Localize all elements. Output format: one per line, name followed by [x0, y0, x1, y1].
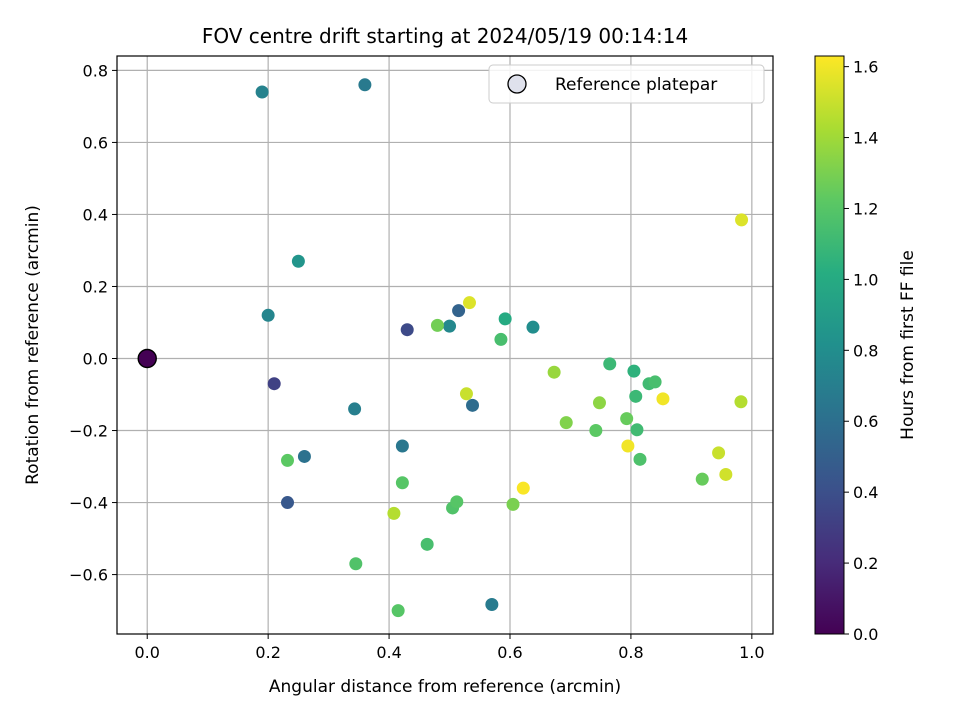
colorbar-tick-label: 1.4	[853, 129, 878, 148]
x-tick-label: 0.2	[255, 643, 280, 662]
data-point	[348, 402, 362, 416]
colorbar-tick-label: 0.4	[853, 483, 878, 502]
colorbar-tick-label: 0.2	[853, 554, 878, 573]
legend: Reference platepar	[488, 64, 765, 104]
data-point	[695, 472, 709, 486]
data-point	[349, 557, 363, 571]
data-point	[297, 449, 311, 463]
data-point	[459, 387, 473, 401]
data-point	[450, 495, 464, 509]
colorbar-tick-label: 1.0	[853, 270, 878, 289]
data-point	[630, 423, 644, 437]
data-point	[462, 296, 476, 310]
legend-entry-label: Reference platepar	[555, 75, 717, 95]
colorbar: 0.0 0.2 0.4 0.6 0.8 1.0 1.2 1.4 1.6 Hours from f…	[814, 55, 918, 644]
data-point	[485, 597, 499, 611]
data-point	[400, 323, 414, 337]
y-axis-label: Rotation from reference (arcmin)	[23, 205, 43, 485]
data-point	[735, 213, 749, 227]
data-point	[291, 254, 305, 268]
data-point	[589, 424, 603, 438]
data-point	[430, 318, 444, 332]
data-point	[629, 389, 643, 403]
x-tick-label: 0.8	[618, 643, 643, 662]
data-point	[526, 320, 540, 334]
colorbar-gradient	[814, 55, 845, 635]
data-point	[627, 364, 641, 378]
legend-marker	[507, 74, 527, 94]
data-point	[592, 396, 606, 410]
colorbar-tick-label: 1.6	[853, 58, 878, 77]
data-point	[255, 85, 269, 99]
y-tick-label: 0.4	[83, 205, 108, 224]
y-tick-label: −0.4	[69, 494, 108, 513]
data-point	[395, 439, 409, 453]
data-point	[280, 453, 294, 467]
data-point	[452, 304, 466, 318]
data-point	[603, 357, 617, 371]
data-point	[506, 497, 520, 511]
data-point	[559, 416, 573, 430]
grid-lines	[117, 56, 773, 634]
data-point	[656, 392, 670, 406]
data-point	[734, 395, 748, 409]
data-point	[547, 365, 561, 379]
data-point	[719, 467, 733, 481]
data-point	[443, 319, 457, 333]
x-tick-label: 1.0	[739, 643, 764, 662]
legend-box	[488, 64, 765, 104]
data-point	[280, 496, 294, 510]
x-axis-ticks: 0.0 0.2 0.4 0.6 0.8 1.0	[135, 634, 765, 662]
colorbar-tick-label: 0.0	[853, 625, 878, 644]
chart-title: FOV centre drift starting at 2024/05/19 …	[202, 24, 688, 48]
y-tick-label: 0.2	[83, 277, 108, 296]
y-tick-label: 0.6	[83, 133, 108, 152]
data-point	[420, 537, 434, 551]
colorbar-tick-label: 1.2	[853, 199, 878, 218]
data-point	[494, 332, 508, 346]
y-tick-label: −0.6	[69, 566, 108, 585]
data-point	[358, 78, 372, 92]
data-point	[648, 375, 662, 389]
data-point	[516, 481, 530, 495]
data-point	[261, 308, 275, 322]
x-axis-label: Angular distance from reference (arcmin)	[269, 677, 621, 697]
plot-frame	[116, 55, 774, 635]
data-point	[466, 398, 480, 412]
reference-point	[137, 348, 157, 369]
data-point	[620, 412, 634, 426]
colorbar-tick-label: 0.8	[853, 341, 878, 360]
y-tick-label: 0.0	[83, 350, 108, 369]
data-point	[267, 377, 281, 391]
x-tick-label: 0.0	[135, 643, 160, 662]
data-point	[633, 452, 647, 466]
data-point	[498, 312, 512, 326]
y-axis-ticks: −0.6 −0.4 −0.2 0.0 0.2 0.4 0.6 0.8	[69, 61, 117, 585]
colorbar-label: Hours from first FF file	[898, 250, 918, 440]
colorbar-tick-label: 0.6	[853, 412, 878, 431]
data-point	[712, 446, 726, 460]
colorbar-ticks: 0.0 0.2 0.4 0.6 0.8 1.0 1.2 1.4 1.6	[844, 58, 878, 644]
data-point	[391, 604, 405, 618]
x-tick-label: 0.6	[497, 643, 522, 662]
y-tick-label: −0.2	[69, 422, 108, 441]
x-tick-label: 0.4	[376, 643, 401, 662]
data-point	[621, 439, 635, 453]
y-tick-label: 0.8	[83, 61, 108, 80]
data-point	[395, 476, 409, 490]
data-points	[137, 78, 749, 618]
data-point	[387, 506, 401, 520]
